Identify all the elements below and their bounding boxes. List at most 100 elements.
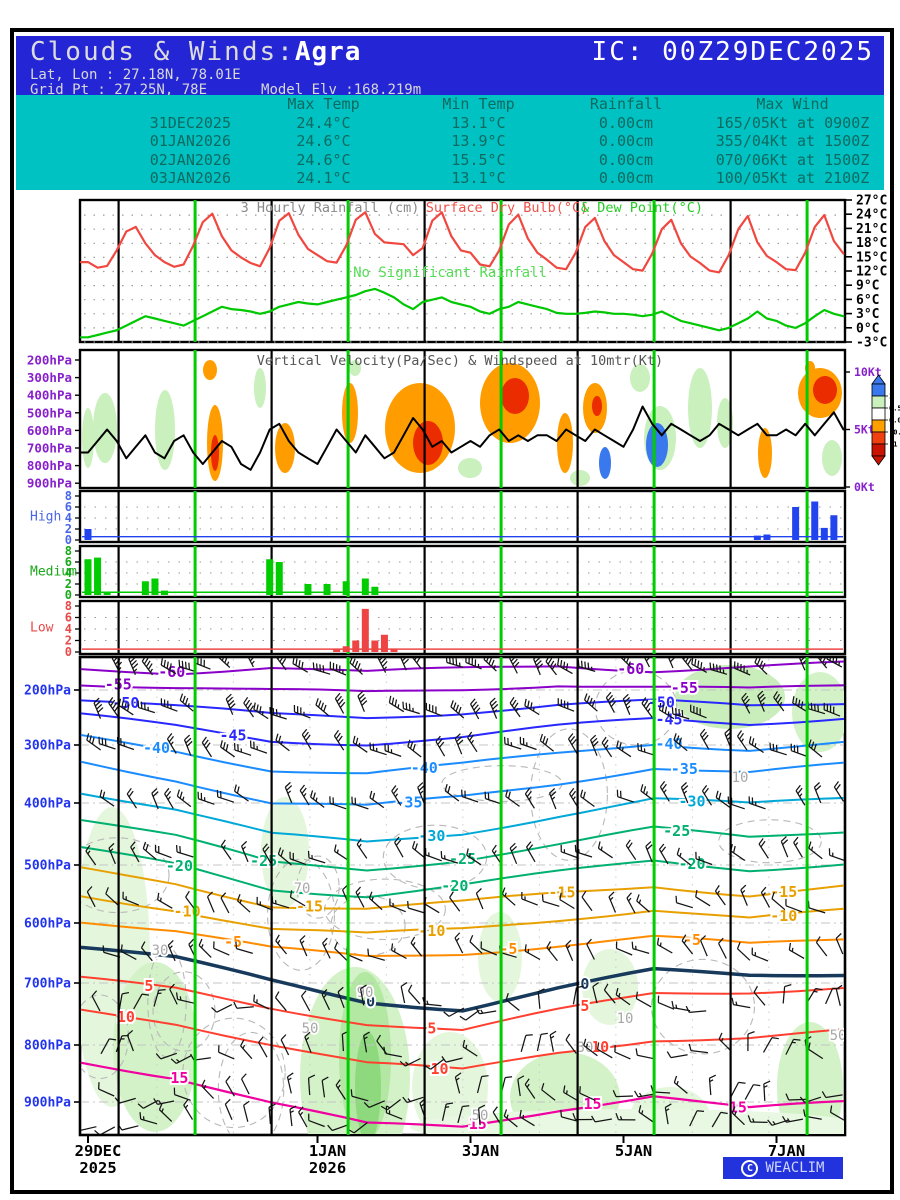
svg-text:-25: -25	[250, 852, 277, 870]
svg-text:15°C: 15°C	[856, 250, 887, 265]
svg-text:200hPa: 200hPa	[27, 353, 72, 368]
svg-text:15: 15	[170, 1069, 188, 1087]
svg-text:500hPa: 500hPa	[27, 405, 72, 420]
svg-text:Medium: Medium	[30, 565, 77, 580]
svg-text:4: 4	[65, 511, 72, 525]
copyright-icon: C	[741, 1159, 759, 1177]
svg-text:27°C: 27°C	[856, 194, 887, 209]
svg-text:10: 10	[431, 1060, 449, 1078]
weaclim-logo: C WEACLIM	[723, 1157, 843, 1179]
svg-text:-25: -25	[663, 822, 690, 840]
svg-text:10: 10	[732, 770, 749, 786]
svg-text:-20: -20	[166, 857, 193, 875]
svg-text:30: 30	[152, 943, 169, 959]
svg-text:18°C: 18°C	[856, 236, 887, 251]
svg-text:6°C: 6°C	[856, 293, 879, 308]
temp-dewpoint-panel: 3 Hourly Rainfall (cm) Surface Dry Bulb(°…	[78, 194, 887, 351]
svg-text:-15: -15	[770, 883, 797, 901]
svg-text:300hPa: 300hPa	[27, 370, 72, 385]
svg-text:-40: -40	[656, 735, 683, 753]
svg-text:5: 5	[580, 997, 589, 1015]
svg-text:0: 0	[580, 975, 589, 993]
svg-text:50: 50	[472, 1108, 489, 1124]
svg-text:0.5: 0.5	[889, 405, 900, 413]
svg-text:21°C: 21°C	[856, 222, 887, 237]
table-row: 02JAN2026 24.6°C 15.5°C 0.00cm 070/06Kt at 1…	[149, 150, 870, 169]
svg-text:Surface Dry Bulb(°C): Surface Dry Bulb(°C)	[426, 200, 589, 216]
svg-text:-50: -50	[648, 693, 675, 711]
gridpt-label: Grid Pt : 27.25N, 78E Model Elv :168.219m	[30, 82, 422, 98]
svg-text:12°C: 12°C	[856, 265, 887, 280]
svg-text:3JAN: 3JAN	[462, 1142, 499, 1160]
svg-text:3°C: 3°C	[856, 307, 879, 322]
table-row: 03JAN2026 24.1°C 13.1°C 0.00cm 100/05Kt at 2…	[149, 169, 870, 187]
svg-text:2026: 2026	[309, 1159, 346, 1177]
svg-text:5: 5	[427, 1019, 436, 1037]
svg-text:1JAN: 1JAN	[309, 1142, 346, 1160]
svg-text:-15: -15	[296, 898, 323, 916]
svg-text:700hPa: 700hPa	[27, 441, 72, 456]
pressure-cross-section-panel: -60-60-55-55-50-50-45-45-40-40-40-35-35-…	[24, 655, 847, 1177]
header: Clouds & Winds:Agra IC: 00Z29DEC2025 Lat…	[16, 36, 884, 98]
svg-text:2: 2	[65, 634, 72, 648]
svg-text:1: 1	[889, 393, 893, 401]
svg-text:8: 8	[65, 489, 72, 503]
svg-text:6: 6	[65, 555, 72, 569]
svg-text:10: 10	[617, 1011, 634, 1027]
model-elev-label: Model Elv :168.219m	[261, 82, 422, 98]
svg-text:0.05: 0.05	[889, 417, 900, 425]
svg-text:-40: -40	[143, 739, 170, 757]
svg-text:4: 4	[65, 622, 72, 636]
svg-text:0°C: 0°C	[856, 321, 879, 336]
table-row: 31DEC2025 24.4°C 13.1°C 0.00cm 165/05Kt at 0…	[149, 113, 870, 132]
svg-text:-0.5: -0.5	[889, 429, 900, 437]
svg-text:900hPa: 900hPa	[27, 476, 72, 491]
svg-text:8: 8	[65, 599, 72, 613]
svg-text:300hPa: 300hPa	[24, 739, 71, 754]
svg-text:Vertical Velocity(Pa/Sec) & Wi: Vertical Velocity(Pa/Sec) & Windspeed at…	[257, 353, 663, 369]
initial-condition-label: IC: 00Z29DEC2025	[591, 37, 874, 67]
svg-text:15: 15	[584, 1095, 602, 1113]
svg-text:7JAN: 7JAN	[768, 1142, 805, 1160]
svg-text:10: 10	[117, 1008, 135, 1026]
station-name: Agra	[294, 37, 362, 67]
svg-text:-3°C: -3°C	[856, 336, 887, 351]
svg-text:0: 0	[65, 645, 72, 659]
svg-text:5Kt: 5Kt	[854, 423, 875, 437]
svg-text:-35: -35	[395, 794, 422, 812]
svg-text:-60: -60	[617, 660, 644, 678]
svg-text:6: 6	[65, 500, 72, 514]
svg-text:900hPa: 900hPa	[24, 1096, 71, 1111]
svg-text:10: 10	[591, 1038, 609, 1056]
svg-text:5: 5	[144, 977, 153, 995]
svg-text:No Significant Rainfall: No Significant Rainfall	[353, 265, 547, 281]
svg-text:15: 15	[469, 1115, 487, 1133]
svg-text:600hPa: 600hPa	[24, 917, 71, 932]
svg-text:-10: -10	[418, 922, 445, 940]
svg-text:400hPa: 400hPa	[24, 797, 71, 812]
svg-text:-45: -45	[219, 726, 246, 744]
svg-text:90: 90	[357, 985, 374, 1001]
svg-text:-10: -10	[770, 907, 797, 925]
table-header-row: Max Temp Min Temp Rainfall Max Wind	[287, 95, 829, 113]
summary-table: Max Temp Min Temp Rainfall Max Wind 31DEC202…	[16, 95, 884, 190]
svg-text:3 Hourly Rainfall (cm): 3 Hourly Rainfall (cm)	[241, 200, 420, 216]
svg-text:400hPa: 400hPa	[27, 388, 72, 403]
svg-text:50: 50	[302, 1021, 319, 1037]
latlon-label: Lat, Lon : 27.18N, 78.01E	[30, 67, 241, 83]
svg-text:-55: -55	[671, 679, 698, 697]
svg-text:High: High	[30, 510, 61, 525]
svg-text:700hPa: 700hPa	[24, 977, 71, 992]
svg-text:8: 8	[65, 544, 72, 558]
svg-text:200hPa: 200hPa	[24, 684, 71, 699]
copyright-text: WEACLIM	[765, 1160, 825, 1176]
svg-text:2: 2	[65, 522, 72, 536]
svg-text:30: 30	[577, 1040, 594, 1056]
svg-text:-30: -30	[678, 792, 705, 810]
svg-text:-1: -1	[889, 441, 897, 449]
svg-text:4: 4	[65, 566, 72, 580]
svg-text:9°C: 9°C	[856, 279, 879, 294]
